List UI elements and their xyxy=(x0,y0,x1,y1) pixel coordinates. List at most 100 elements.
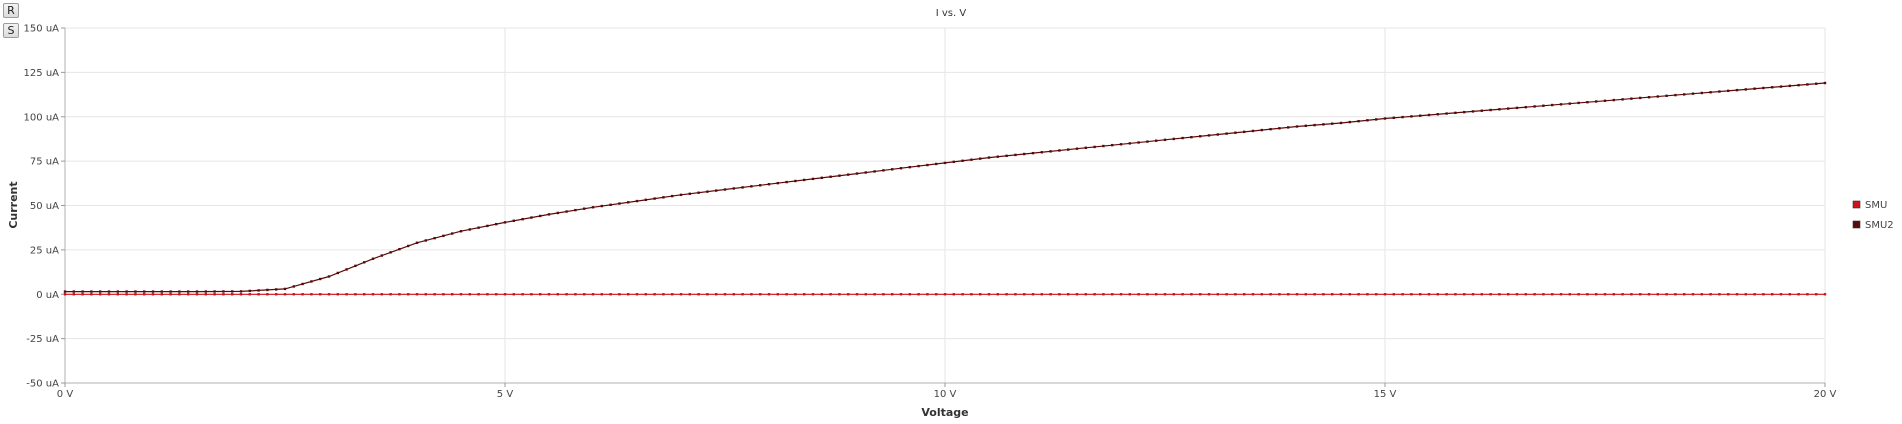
data-point xyxy=(961,293,964,296)
data-point xyxy=(1119,293,1123,296)
data-point xyxy=(1058,293,1061,296)
data-point xyxy=(310,293,313,296)
data-point xyxy=(248,289,251,293)
data-point xyxy=(63,293,67,296)
data-point xyxy=(574,293,577,296)
data-point xyxy=(107,290,111,293)
data-point xyxy=(530,293,533,296)
data-point xyxy=(1295,125,1299,128)
data-point xyxy=(1190,135,1193,139)
data-point xyxy=(908,165,911,169)
data-point xyxy=(653,293,656,296)
data-point xyxy=(442,234,445,238)
data-point xyxy=(1709,91,1712,94)
data-point xyxy=(213,293,216,296)
data-point xyxy=(116,290,119,293)
data-point xyxy=(1084,293,1087,296)
data-point xyxy=(380,254,383,257)
data-point xyxy=(1058,149,1061,152)
data-point xyxy=(1603,99,1607,102)
data-point xyxy=(1216,293,1219,296)
data-point xyxy=(979,293,982,296)
data-point xyxy=(600,204,603,208)
data-point xyxy=(213,290,216,293)
data-point xyxy=(90,293,93,296)
data-point xyxy=(1700,91,1703,95)
data-point xyxy=(1295,293,1299,296)
data-point xyxy=(1401,293,1404,296)
data-point xyxy=(187,290,190,293)
data-point xyxy=(926,163,929,167)
data-point xyxy=(1647,96,1651,99)
data-point xyxy=(917,164,920,168)
data-point xyxy=(134,293,137,296)
data-point xyxy=(345,293,348,296)
data-point xyxy=(776,293,779,296)
data-point xyxy=(1128,293,1131,296)
data-point xyxy=(1225,293,1228,296)
series-smu xyxy=(63,293,1827,296)
data-point xyxy=(776,181,779,185)
reset-zoom-button[interactable]: R xyxy=(3,3,19,18)
data-point xyxy=(1639,96,1642,100)
data-point xyxy=(1234,293,1237,296)
data-point xyxy=(600,293,603,296)
data-point xyxy=(935,293,938,296)
data-point xyxy=(310,280,313,283)
y-axis-ticks: 150 uA 125 uA 100 uA 75 uA 50 uA 25 uA 0 uA -25… xyxy=(24,24,65,390)
data-point xyxy=(935,162,938,166)
data-point xyxy=(1163,138,1167,142)
data-point xyxy=(1515,106,1519,110)
data-point xyxy=(1788,84,1791,88)
data-point xyxy=(1524,293,1527,296)
data-point xyxy=(1366,119,1369,122)
y-tick-label: 150 uA xyxy=(24,24,60,35)
data-point xyxy=(987,156,991,159)
data-point xyxy=(891,168,894,171)
y-tick-label: 100 uA xyxy=(24,112,60,123)
data-point xyxy=(99,290,102,293)
data-point xyxy=(574,208,577,212)
data-point xyxy=(785,293,788,296)
save-chart-button[interactable]: S xyxy=(3,23,19,38)
data-point xyxy=(459,293,463,296)
data-point xyxy=(970,158,973,161)
data-point xyxy=(926,293,929,296)
data-point xyxy=(1454,111,1457,115)
data-point xyxy=(371,257,375,260)
data-point xyxy=(759,184,762,187)
legend-swatch xyxy=(1852,200,1861,209)
data-point xyxy=(873,170,876,173)
data-point xyxy=(1357,119,1360,123)
data-point xyxy=(1339,293,1343,296)
data-point xyxy=(151,293,155,296)
data-point xyxy=(1656,293,1659,296)
data-point xyxy=(820,176,823,180)
data-point xyxy=(750,185,753,188)
data-point xyxy=(829,293,832,296)
y-tick-label: 125 uA xyxy=(24,68,60,79)
data-point xyxy=(1612,98,1615,102)
data-point xyxy=(547,213,551,216)
data-point xyxy=(1498,293,1501,296)
data-point xyxy=(1674,293,1677,296)
data-point xyxy=(433,293,436,296)
data-point xyxy=(732,293,735,296)
data-point xyxy=(1700,293,1703,296)
data-point xyxy=(63,290,67,293)
data-point xyxy=(1331,293,1334,296)
x-tick-label: 5 V xyxy=(497,389,514,400)
data-point xyxy=(477,226,480,229)
data-point xyxy=(354,264,357,268)
data-point xyxy=(688,293,691,296)
data-point xyxy=(1102,293,1105,296)
data-point xyxy=(1471,293,1475,296)
data-point xyxy=(354,293,357,296)
data-point xyxy=(715,189,718,192)
data-point xyxy=(539,293,542,296)
data-point xyxy=(1603,293,1607,296)
data-point xyxy=(1683,93,1686,96)
data-point xyxy=(503,293,507,296)
data-point xyxy=(1199,293,1202,296)
data-point xyxy=(1040,293,1043,296)
